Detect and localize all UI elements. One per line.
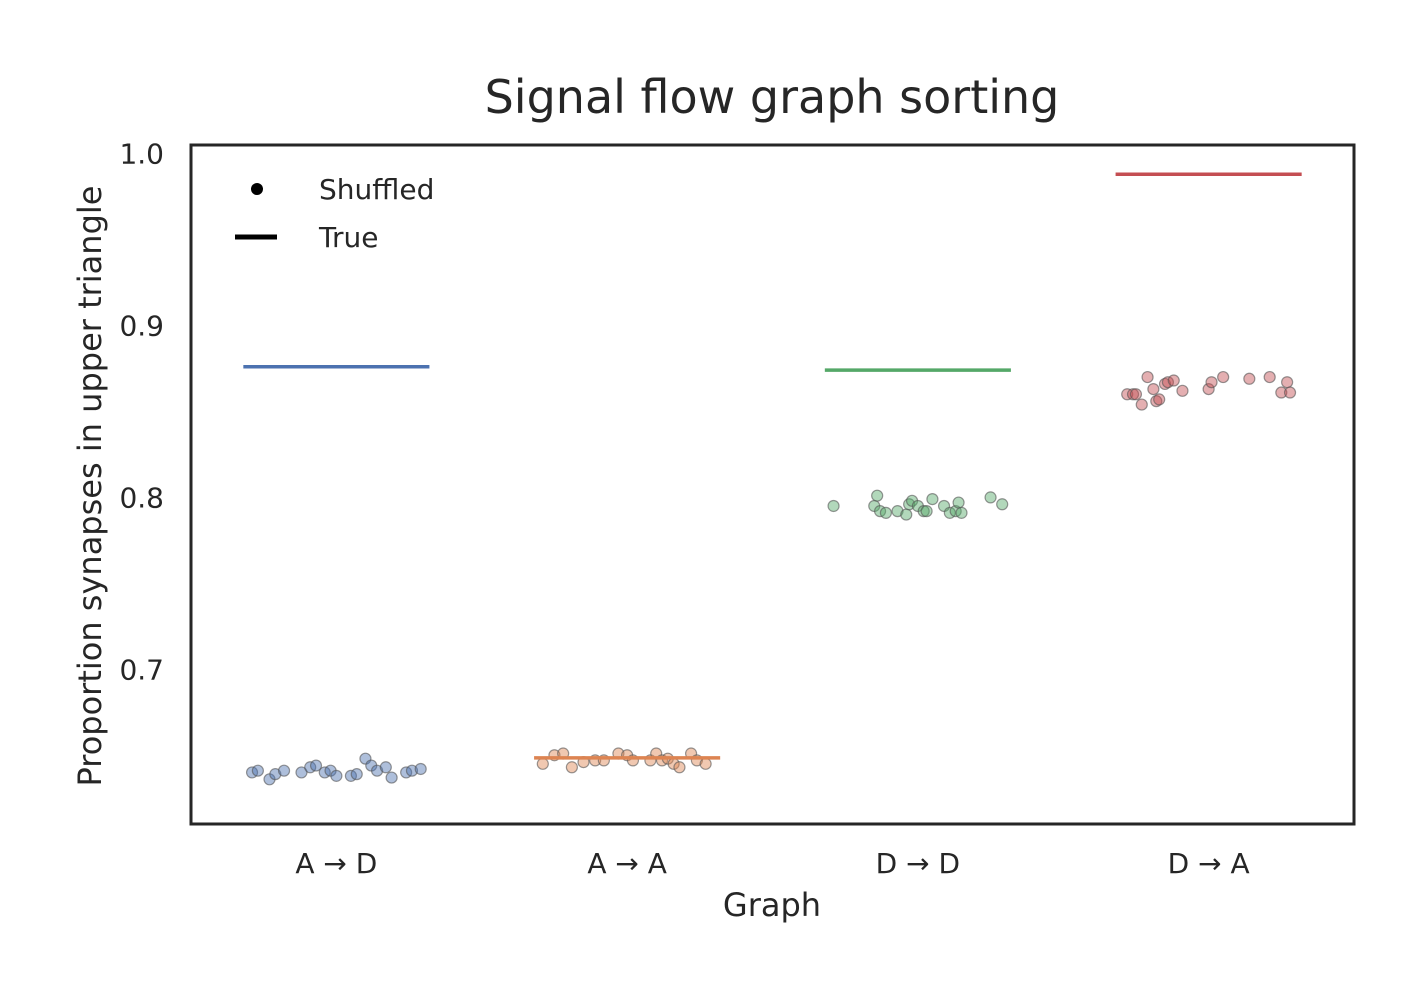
shuffled-point xyxy=(536,757,549,770)
legend-label-shuffled: Shuffled xyxy=(319,173,434,206)
shuffled-point xyxy=(1126,388,1140,401)
shuffled-point xyxy=(1176,384,1189,397)
y-tick-label: 0.9 xyxy=(119,309,164,342)
shuffled-point xyxy=(1263,370,1276,384)
shuffled-point xyxy=(1275,386,1288,399)
plot-frame xyxy=(189,143,1356,826)
shuffled-point xyxy=(277,764,291,777)
x-tick-label: D → D xyxy=(876,847,960,880)
shuffled-point xyxy=(673,761,686,774)
shuffled-point xyxy=(900,508,913,521)
shuffled-point xyxy=(1153,393,1166,406)
shuffled-point xyxy=(1167,374,1180,387)
shuffled-point xyxy=(1147,382,1160,396)
shuffled-point xyxy=(565,761,578,774)
shuffled-point xyxy=(251,764,264,777)
shuffled-point xyxy=(917,505,930,518)
shuffled-point xyxy=(1243,372,1256,385)
chart-title: Signal flow graph sorting xyxy=(485,70,1060,124)
shuffled-point xyxy=(996,498,1009,511)
shuffled-point xyxy=(1283,386,1297,399)
shuffled-point xyxy=(955,506,968,519)
legend-label-true: True xyxy=(318,221,378,254)
legend: Shuffled True xyxy=(235,173,434,254)
x-axis-label: Graph xyxy=(723,886,821,924)
shuffled-point xyxy=(1202,382,1215,396)
shuffled-point xyxy=(414,762,427,776)
shuffled-point xyxy=(984,491,997,504)
shuffled-point xyxy=(379,761,392,774)
shuffled-point xyxy=(350,768,363,781)
shuffled-point xyxy=(699,757,712,770)
y-tick-label: 1.0 xyxy=(119,138,164,171)
shuffled-point xyxy=(1141,370,1154,384)
y-tick-label: 0.7 xyxy=(119,653,164,686)
shuffled-point xyxy=(952,496,965,509)
legend-marker-shuffled xyxy=(251,183,263,195)
y-axis-label: Proportion synapses in upper triangle xyxy=(71,186,109,787)
plot-area xyxy=(243,172,1302,786)
shuffled-point xyxy=(920,505,933,518)
x-tick-label: A → D xyxy=(295,847,377,880)
shuffled-point xyxy=(1205,376,1218,389)
shuffled-point xyxy=(1281,376,1294,389)
y-axis: 0.7 0.8 0.9 1.0 xyxy=(119,138,164,687)
shuffled-point xyxy=(330,769,343,782)
x-axis: A → D A → A D → D D → A xyxy=(295,847,1249,880)
x-tick-label: A → A xyxy=(587,847,667,880)
y-tick-label: 0.8 xyxy=(119,481,164,514)
shuffled-point xyxy=(926,493,939,506)
shuffled-point xyxy=(385,771,398,784)
shuffled-point xyxy=(871,489,884,502)
shuffled-point xyxy=(309,759,323,772)
x-tick-label: D → A xyxy=(1168,847,1250,880)
shuffled-point xyxy=(827,499,840,513)
shuffled-point xyxy=(1129,388,1143,401)
shuffled-point xyxy=(879,506,892,519)
shuffled-point xyxy=(1217,370,1230,384)
shuffled-point xyxy=(1135,398,1148,411)
